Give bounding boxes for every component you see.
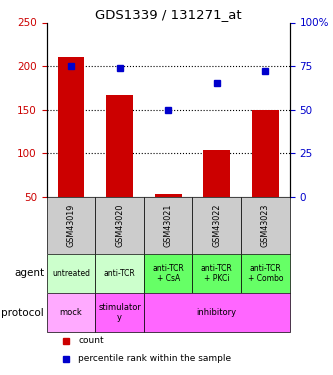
Text: count: count — [78, 336, 104, 345]
Bar — [47, 254, 95, 293]
Text: GSM43020: GSM43020 — [115, 204, 124, 247]
Bar — [95, 196, 144, 254]
Bar — [241, 254, 290, 293]
Text: GSM43022: GSM43022 — [212, 204, 221, 247]
Bar — [47, 293, 95, 332]
Text: agent: agent — [14, 268, 44, 278]
Bar — [144, 196, 192, 254]
Bar — [192, 254, 241, 293]
Text: anti-TCR
+ CsA: anti-TCR + CsA — [152, 264, 184, 283]
Bar — [95, 293, 144, 332]
Text: mock: mock — [60, 308, 82, 317]
Bar — [47, 196, 95, 254]
Text: protocol: protocol — [1, 308, 44, 318]
Text: percentile rank within the sample: percentile rank within the sample — [78, 354, 231, 363]
Text: anti-TCR
+ Combo: anti-TCR + Combo — [248, 264, 283, 283]
Title: GDS1339 / 131271_at: GDS1339 / 131271_at — [95, 8, 241, 21]
Bar — [203, 150, 230, 196]
Bar — [106, 95, 133, 196]
Bar — [241, 196, 290, 254]
Bar — [144, 254, 192, 293]
Bar — [192, 196, 241, 254]
Bar — [58, 57, 84, 196]
Text: GSM43021: GSM43021 — [164, 204, 173, 247]
Text: anti-TCR: anti-TCR — [104, 269, 136, 278]
Text: GSM43019: GSM43019 — [66, 204, 76, 247]
Text: anti-TCR
+ PKCi: anti-TCR + PKCi — [201, 264, 233, 283]
Bar — [155, 194, 181, 196]
Bar — [95, 254, 144, 293]
Text: inhibitory: inhibitory — [197, 308, 237, 317]
Bar — [252, 110, 279, 196]
Bar — [144, 293, 290, 332]
Text: untreated: untreated — [52, 269, 90, 278]
Text: stimulator
y: stimulator y — [98, 303, 141, 322]
Text: GSM43023: GSM43023 — [261, 204, 270, 247]
